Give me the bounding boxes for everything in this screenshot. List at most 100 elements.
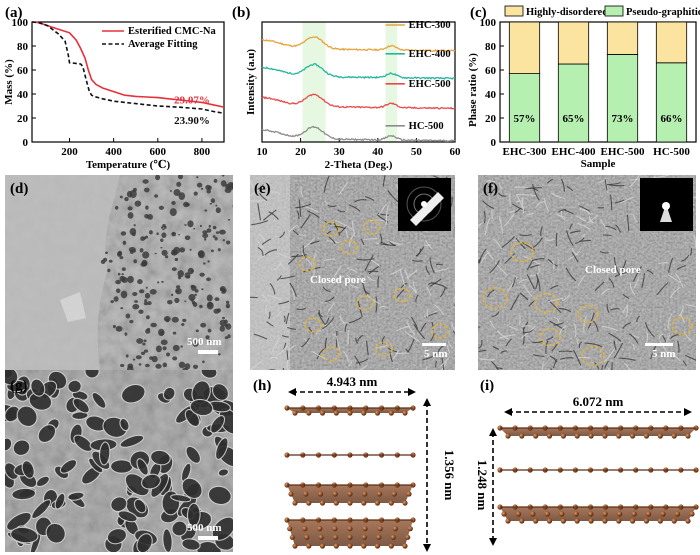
y-tick-label-c: 0 — [491, 137, 497, 149]
sem-pore — [213, 308, 220, 314]
lattice-fringe — [348, 360, 353, 367]
carbon-atom — [333, 543, 339, 549]
x-axis-label-a: Temperature (℃) — [86, 159, 171, 171]
lattice-fringe — [300, 186, 304, 198]
lattice-fringe — [566, 185, 574, 192]
sem-macropore — [189, 398, 214, 417]
sem-pore — [127, 275, 134, 284]
lattice-fringe — [285, 369, 287, 370]
sem-pore — [120, 290, 128, 299]
lattice-fringe — [250, 179, 256, 192]
carbon-layer-h-3 — [284, 482, 416, 506]
lattice-fringe — [304, 205, 319, 213]
sem-pore — [226, 240, 231, 245]
sem-pore — [134, 300, 139, 303]
sem-macropore — [117, 510, 138, 523]
lattice-fringe — [565, 267, 577, 282]
sem-pore — [133, 224, 136, 227]
lattice-fringe — [346, 268, 358, 274]
lattice-fringe — [291, 253, 307, 258]
carbon-atom — [347, 500, 353, 506]
closed-pore-circle — [375, 341, 393, 357]
bar-data-label-3: 66% — [661, 113, 683, 125]
lattice-fringe — [601, 325, 619, 332]
panel-b: 10 20 30 40 50 60 2-Theta (Deg.) Intensity (a.u… — [232, 5, 461, 171]
lattice-fringe — [562, 294, 570, 302]
sem-pore — [169, 190, 172, 192]
carbon-atom — [588, 518, 594, 524]
lattice-fringe — [579, 207, 590, 213]
lattice-fringe — [366, 294, 381, 305]
carbon-atom — [657, 433, 663, 439]
sem-pore — [225, 183, 231, 190]
closed-pore-circle — [539, 327, 561, 347]
sem-pore — [119, 195, 123, 199]
sem-pore — [129, 190, 137, 198]
carbon-atom — [388, 410, 394, 416]
carbon-atom — [573, 511, 579, 517]
sem-pore — [151, 355, 158, 363]
carbon-atom — [362, 526, 368, 532]
closed-pore-markers-e — [298, 219, 449, 362]
x-tick-label-b: 40 — [372, 146, 384, 158]
lattice-fringe — [441, 357, 445, 370]
lattice-fringe — [338, 182, 348, 195]
carbon-atom — [643, 518, 650, 524]
lattice-fringe — [420, 322, 427, 333]
lattice-fringe — [301, 337, 310, 348]
lattice-fringe — [509, 325, 520, 331]
carbon-atom — [304, 534, 310, 540]
lattice-fringe — [589, 369, 591, 370]
lattice-fringe — [608, 332, 622, 342]
sem-macropore — [84, 370, 100, 379]
sem-pore — [150, 322, 157, 328]
scale-bar-e — [422, 343, 446, 346]
lattice-fringe — [517, 193, 536, 197]
lattice-fringe — [550, 285, 559, 290]
sem-pore — [215, 231, 220, 234]
lattice-fringe — [613, 257, 620, 275]
lattice-fringe — [286, 350, 289, 360]
sem-pore — [125, 313, 131, 319]
lattice-fringe — [344, 322, 348, 332]
height-dimension-h: 1.356 nm — [423, 398, 457, 552]
sem-pore — [164, 319, 167, 321]
sem-macropore — [217, 468, 230, 477]
sem-pore — [162, 362, 168, 368]
sem-macropore — [67, 491, 85, 501]
lattice-fringe — [569, 230, 581, 234]
sem-pore — [142, 342, 146, 346]
annotation-a-0: 29.07% — [174, 95, 210, 107]
lattice-fringe — [253, 333, 268, 340]
lattice-fringe — [440, 357, 450, 367]
carbon-atom — [533, 518, 539, 524]
x-tick-label-a: 800 — [194, 146, 211, 158]
lattice-fringe — [521, 197, 525, 214]
lattice-fringe — [546, 178, 554, 184]
sem-pore — [222, 239, 225, 242]
sem-pore — [233, 324, 236, 326]
lattice-fringe — [273, 263, 281, 271]
lattice-fringe — [375, 296, 378, 313]
sem-pore — [181, 323, 185, 326]
lattice-fringe — [298, 199, 302, 218]
sem-pore — [178, 192, 186, 201]
sem-macropore — [211, 383, 230, 401]
carbon-atom — [361, 543, 367, 549]
sem-pore — [173, 189, 181, 196]
lattice-fringe — [453, 296, 455, 299]
lattice-fringe — [275, 345, 289, 357]
lattice-fringe — [555, 232, 558, 247]
y-tick-label-a: 80 — [17, 41, 29, 53]
lattice-fringe — [257, 203, 261, 221]
x-tick-label-c: HC-500 — [653, 146, 690, 158]
lattice-fringe — [575, 215, 587, 222]
sem-pore — [225, 303, 231, 309]
lattice-fringe — [482, 200, 495, 210]
lattice-fringe — [327, 204, 337, 208]
sem-pore — [127, 212, 134, 219]
sem-pore — [187, 267, 194, 275]
lattice-fringe — [439, 287, 446, 298]
lattice-fringe — [478, 326, 481, 328]
sem-pore — [134, 200, 142, 207]
